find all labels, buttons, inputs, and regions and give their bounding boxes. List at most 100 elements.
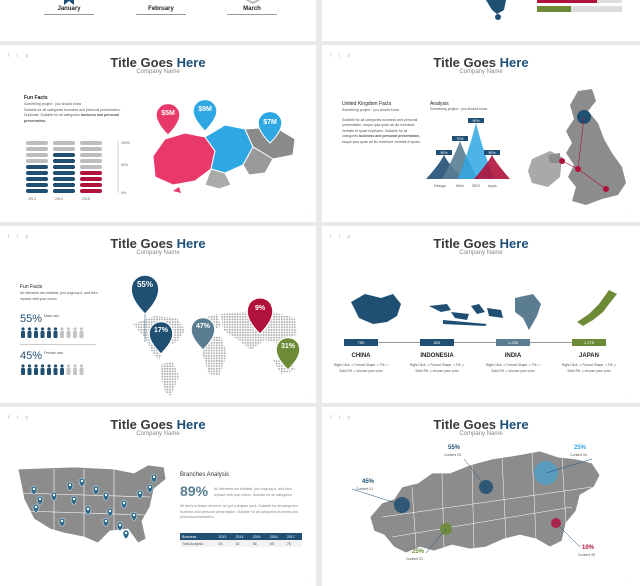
connector-line <box>454 342 496 343</box>
slide-world[interactable]: f t p Title Goes Here Company Name Fun F… <box>0 226 316 403</box>
svg-text:$7M: $7M <box>263 119 277 126</box>
country-name: INDONESIA <box>420 353 454 359</box>
bar-segment <box>53 153 75 157</box>
table-cell: 42 <box>235 541 240 546</box>
slide-top-right[interactable] <box>322 0 640 41</box>
bar-segment <box>53 159 75 163</box>
person-icon <box>21 327 25 338</box>
person-icon <box>53 364 58 375</box>
pin-31: 31% <box>275 337 301 371</box>
page-number: ◦ <box>630 392 632 397</box>
person-icon <box>47 364 51 375</box>
location-pin-icon <box>106 507 114 518</box>
country-caption: Right Click -> Format Shape -> Fill -> So… <box>485 363 541 373</box>
social-icons: f t p <box>330 415 354 421</box>
callout-label-5: Content 05 <box>578 553 596 557</box>
table-cell: 56 <box>252 541 257 546</box>
bar-segment <box>53 147 75 151</box>
bar-segment <box>80 177 102 181</box>
pin-9m: $9M <box>192 99 218 132</box>
table-header-cell: 2013 <box>218 534 227 539</box>
bar-segment <box>80 183 102 187</box>
year-label-2013: 2013 <box>28 197 36 201</box>
singapore-pins: $5M $9M $7M <box>155 99 283 144</box>
month-label-february: February <box>136 6 186 15</box>
country-value-box: 1,275 <box>572 339 606 346</box>
person-icon <box>73 364 77 375</box>
location-pin-icon <box>136 489 144 500</box>
bar-segment <box>26 147 48 151</box>
peak-label-design: 50% <box>440 151 447 155</box>
person-icon <box>73 327 77 338</box>
axis-label-50: 50% <box>121 163 128 167</box>
bar-segment <box>26 177 48 181</box>
svg-text:31%: 31% <box>281 343 296 350</box>
fun-facts-text: All elements are editable, just ungroup … <box>20 291 98 301</box>
table-cell: Total Analysis <box>182 541 204 546</box>
social-icons: f t p <box>8 53 32 59</box>
slide-uk[interactable]: f t p Title Goes Here Company Name Unite… <box>322 45 640 222</box>
person-icon <box>66 327 71 338</box>
svg-text:17%: 17% <box>154 327 169 334</box>
analysis-heading: Analysis <box>430 101 449 107</box>
location-pin-icon <box>50 491 58 502</box>
person-icon <box>40 364 45 375</box>
callout-label-2: Content 02 <box>406 557 424 561</box>
person-icon <box>60 327 64 338</box>
map-fragment <box>486 0 506 20</box>
location-pin-icon <box>32 503 40 514</box>
location-pin-icon <box>120 499 128 510</box>
location-pin-icon <box>30 485 38 496</box>
fun-facts-text: Something project : you should know Suit… <box>24 102 121 123</box>
slide-title: Title Goes Here <box>110 236 206 251</box>
callout-value-3: 55% <box>448 445 461 451</box>
slide-title: Title Goes Here <box>433 55 529 70</box>
location-pin-icon <box>84 505 92 516</box>
india-shape <box>515 294 541 330</box>
slide-subtitle: Company Name <box>136 431 180 437</box>
bar-segment <box>80 189 102 193</box>
bar-segment <box>53 165 75 169</box>
country-caption: Right Click -> Format Shape -> Fill -> So… <box>333 363 389 373</box>
person-icon <box>60 364 64 375</box>
person-icon <box>47 327 51 338</box>
person-icon <box>79 364 84 375</box>
bar-segment <box>26 159 48 163</box>
location-pin-icon <box>78 477 86 488</box>
female-people-icons <box>21 364 84 375</box>
person-icon <box>21 364 25 375</box>
fun-facts-heading: Fun Facts <box>24 95 48 101</box>
analysis-subline: Something project : you should know <box>430 107 488 111</box>
person-icon <box>34 364 38 375</box>
bar-segment <box>53 183 75 187</box>
location-pin-icon <box>92 485 100 496</box>
pin-7m: $7M <box>257 111 283 144</box>
world-pins: 55% 17% 47% 9% 31% <box>130 274 301 371</box>
peak-label-web: 70% <box>456 137 463 141</box>
svg-text:$9M: $9M <box>198 106 212 113</box>
pin-55: 55% <box>130 274 160 342</box>
slide-countries[interactable]: f t p Title Goes Here Company Name 759 CH… <box>322 226 640 403</box>
branches-table: Business 2013 2014 2015 2016 2017 Total Analy… <box>180 533 302 547</box>
person-icon <box>66 364 71 375</box>
male-stat: 55% <box>20 313 43 325</box>
russia-map <box>351 450 601 554</box>
slide-usa[interactable]: f t p Title Goes Here Company Name Branc… <box>0 407 316 586</box>
callout-value-5: 10% <box>582 545 595 551</box>
location-pin-icon <box>130 511 138 522</box>
slide-title: Title Goes Here <box>433 417 529 432</box>
bar-segment <box>26 189 48 193</box>
location-pin-icon <box>150 473 158 484</box>
slide-subtitle: Company Name <box>459 431 503 437</box>
slide-title: Title Goes Here <box>433 236 529 251</box>
person-icon <box>53 327 58 338</box>
country-name: INDIA <box>504 353 522 359</box>
slide-singapore[interactable]: f t p Title Goes Here Company Name Fun F… <box>0 45 316 222</box>
slide-russia[interactable]: f t p Title Goes Here Company Name 45% C… <box>322 407 640 586</box>
svg-text:9%: 9% <box>255 305 266 312</box>
slide-top-left[interactable]: January February March <box>0 0 316 41</box>
table-header-cell: 2016 <box>269 534 278 539</box>
uk-facts-text: Something project : you should know Suit… <box>342 108 421 144</box>
page-number: ◦ <box>630 211 632 216</box>
slide-subtitle: Company Name <box>136 69 180 75</box>
